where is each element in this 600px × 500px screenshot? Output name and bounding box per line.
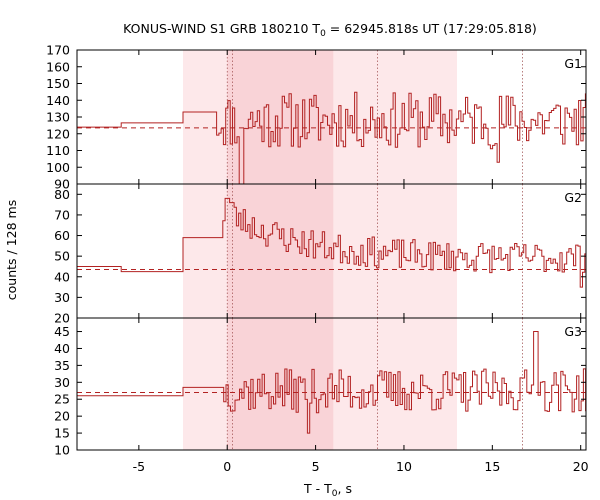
shaded-region-2 bbox=[227, 318, 334, 450]
y-tick-label: 15 bbox=[54, 426, 70, 441]
panel-label: G3 bbox=[564, 324, 582, 339]
y-tick-label: 100 bbox=[46, 160, 70, 175]
panel-frame bbox=[76, 317, 587, 451]
y-tick-label: 130 bbox=[46, 110, 70, 125]
y-tick-label: 110 bbox=[46, 143, 70, 158]
y-tick-label: 20 bbox=[54, 311, 70, 326]
y-tick-label: 20 bbox=[54, 409, 70, 424]
x-tick-label: 5 bbox=[312, 459, 320, 474]
panel-g3: 10 15 20 25 30 35 40 45 G3 bbox=[54, 317, 587, 458]
series-g1 bbox=[77, 91, 586, 184]
shaded-region-2 bbox=[227, 50, 334, 184]
x-axis-label: T - T0, s bbox=[303, 481, 352, 499]
series-g2 bbox=[77, 197, 586, 288]
y-axis-label: counts / 128 ms bbox=[4, 200, 19, 300]
y-tick-label: 70 bbox=[54, 207, 70, 222]
y-tick-label: 150 bbox=[46, 76, 70, 91]
x-tick-label: 10 bbox=[396, 459, 412, 474]
series-g3 bbox=[77, 331, 586, 434]
y-tick-label: 90 bbox=[54, 177, 70, 192]
x-tick-label: 15 bbox=[484, 459, 500, 474]
y-tick-label: 170 bbox=[46, 43, 70, 58]
y-tick-label: 30 bbox=[54, 290, 70, 305]
chart-title: KONUS-WIND S1 GRB 180210 T0 = 62945.818s… bbox=[123, 21, 537, 39]
y-tick-label: 35 bbox=[54, 358, 70, 373]
panel-g2: 20 30 40 50 60 70 80 G2 bbox=[54, 183, 587, 326]
y-tick-label: 40 bbox=[54, 341, 70, 356]
panel-label: G2 bbox=[564, 190, 582, 205]
y-tick-label: 10 bbox=[54, 443, 70, 458]
shaded-region-2 bbox=[227, 184, 334, 318]
x-tick-label: 20 bbox=[573, 459, 589, 474]
x-tick-label: 0 bbox=[223, 459, 231, 474]
y-tick-label: 140 bbox=[46, 93, 70, 108]
y-tick-label: 50 bbox=[54, 249, 70, 264]
panel-label: G1 bbox=[564, 56, 582, 71]
y-tick-label: 40 bbox=[54, 269, 70, 284]
y-tick-label: 25 bbox=[54, 392, 70, 407]
y-tick-label: 45 bbox=[54, 324, 70, 339]
y-tick-label: 80 bbox=[54, 187, 70, 202]
y-tick-label: 60 bbox=[54, 228, 70, 243]
x-tick-label: -5 bbox=[133, 459, 145, 474]
y-tick-label: 30 bbox=[54, 375, 70, 390]
y-tick-label: 120 bbox=[46, 126, 70, 141]
y-tick-label: 160 bbox=[46, 59, 70, 74]
